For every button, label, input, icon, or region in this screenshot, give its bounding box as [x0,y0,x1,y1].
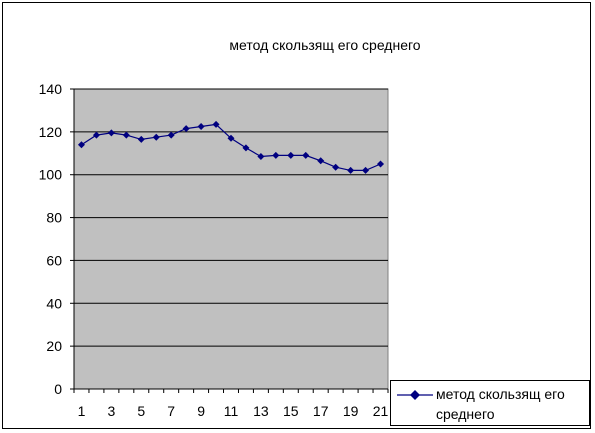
data-point [92,131,100,139]
x-tick-label: 15 [283,403,299,419]
data-point [257,153,265,160]
x-tick-label: 1 [78,403,86,419]
y-tick-label: 60 [46,252,62,268]
data-point [317,157,325,165]
y-tick-label: 0 [54,381,62,397]
chart-title: метод скользящ его среднего [229,37,420,53]
data-point [362,166,370,174]
y-tick-label: 140 [39,81,63,97]
y-tick-label: 120 [39,124,63,140]
legend: метод скользящ его среднего [390,380,590,426]
data-series [77,120,385,174]
y-tick-label: 20 [46,338,62,354]
y-axis: 0 20 40 60 80 100 120 140 [39,81,388,397]
data-point [272,151,280,159]
x-tick-label: 19 [343,403,359,419]
data-point [197,123,205,130]
data-point [167,131,175,139]
y-tick-label: 40 [46,295,62,311]
data-point [287,151,295,159]
data-point [107,129,115,137]
data-point [242,144,250,152]
x-tick-label: 9 [197,403,205,419]
x-tick-label: 21 [373,403,389,419]
data-point [377,160,385,168]
x-tick-label: 17 [313,403,329,419]
data-point [227,134,235,142]
data-point [302,151,310,159]
data-point [77,141,85,149]
x-tick-label: 3 [107,403,115,419]
legend-swatch-icon [397,390,433,400]
data-point [332,163,340,171]
data-point [152,133,160,141]
data-point [182,125,190,133]
x-tick-label: 5 [137,403,145,419]
data-point [137,135,145,143]
x-tick-label: 13 [253,403,269,419]
y-tick-label: 100 [39,167,63,183]
x-tick-label: 7 [167,403,175,419]
data-point [122,131,130,139]
data-point [347,166,355,174]
x-axis: 1 3 5 7 9 11 13 15 17 19 21 [73,389,389,419]
y-tick-label: 80 [46,210,62,226]
legend-label: метод скользящ его среднего [436,386,565,422]
data-point [212,120,220,128]
x-tick-label: 11 [224,403,239,419]
